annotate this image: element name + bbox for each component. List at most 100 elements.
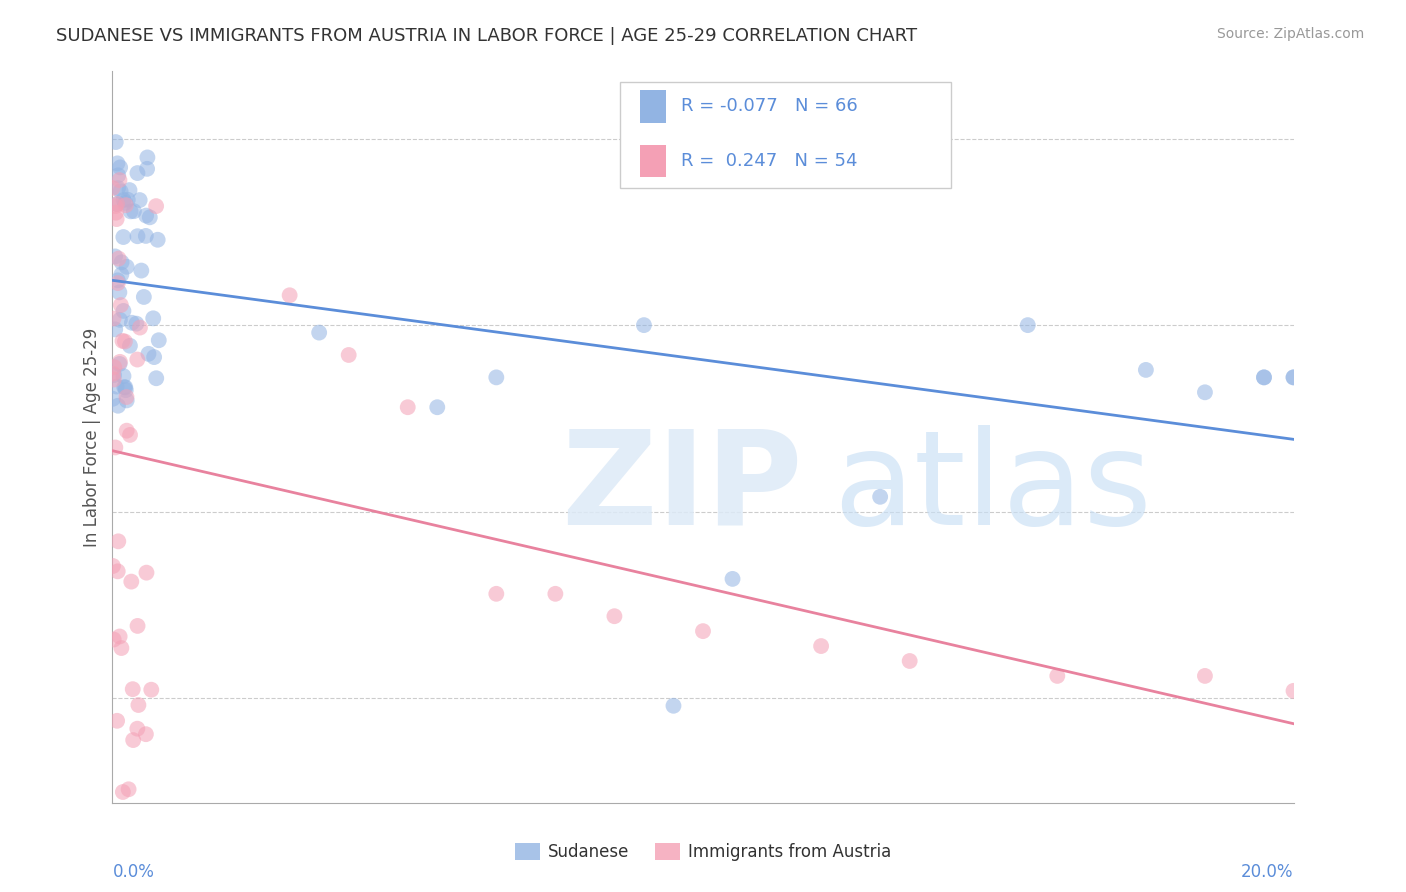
Point xyxy=(105,714,128,728)
Point xyxy=(120,574,142,589)
Point xyxy=(146,233,169,247)
Text: ZIP: ZIP xyxy=(561,425,803,552)
FancyBboxPatch shape xyxy=(640,145,666,178)
Point xyxy=(1253,370,1275,384)
Text: atlas: atlas xyxy=(832,425,1152,552)
Point xyxy=(129,320,152,334)
Point xyxy=(135,727,157,741)
Point xyxy=(633,318,655,332)
Point xyxy=(107,399,129,413)
Point xyxy=(122,204,145,219)
Point xyxy=(125,317,148,331)
Point xyxy=(128,193,150,207)
Y-axis label: In Labor Force | Age 25-29: In Labor Force | Age 25-29 xyxy=(83,327,101,547)
Point xyxy=(141,682,163,697)
Point xyxy=(127,352,149,367)
Point xyxy=(1253,370,1275,384)
Text: 0.0%: 0.0% xyxy=(112,863,155,880)
Point xyxy=(721,572,744,586)
Point xyxy=(127,166,149,180)
Point xyxy=(1282,683,1305,698)
Text: R = -0.077   N = 66: R = -0.077 N = 66 xyxy=(681,97,858,115)
Point xyxy=(101,392,124,406)
Point xyxy=(869,490,891,504)
Point xyxy=(104,199,127,213)
Point xyxy=(135,228,157,243)
Point xyxy=(1282,370,1305,384)
Point xyxy=(115,424,138,438)
Point xyxy=(108,355,131,369)
Point xyxy=(101,181,124,195)
Point xyxy=(1282,370,1305,384)
Point xyxy=(112,369,135,384)
Point xyxy=(101,367,124,381)
Point xyxy=(110,298,132,312)
Point xyxy=(107,156,129,170)
Point xyxy=(142,311,165,326)
Point xyxy=(105,197,128,211)
Point xyxy=(143,350,166,364)
Point xyxy=(118,428,141,442)
Point xyxy=(121,316,143,330)
Point xyxy=(104,322,127,336)
Point xyxy=(104,135,127,149)
Point xyxy=(114,383,136,397)
Point xyxy=(107,276,129,290)
Point xyxy=(103,372,125,386)
Point xyxy=(108,357,131,371)
Point xyxy=(107,252,129,266)
Point xyxy=(127,722,149,736)
Point xyxy=(117,782,139,797)
Point xyxy=(114,334,136,349)
Point xyxy=(145,199,167,213)
Point xyxy=(103,632,125,647)
Point xyxy=(112,230,135,244)
Point xyxy=(145,371,167,385)
Point xyxy=(103,360,125,375)
Point xyxy=(115,260,138,274)
Point xyxy=(112,193,135,207)
Point xyxy=(1046,669,1069,683)
Point xyxy=(1194,669,1216,683)
Point xyxy=(148,333,170,347)
Point xyxy=(120,204,142,219)
Text: Source: ZipAtlas.com: Source: ZipAtlas.com xyxy=(1216,27,1364,41)
Point xyxy=(337,348,360,362)
Text: 20.0%: 20.0% xyxy=(1241,863,1294,880)
Point xyxy=(396,401,419,415)
Point xyxy=(112,304,135,318)
Point xyxy=(104,249,127,263)
Point xyxy=(122,733,145,747)
Text: SUDANESE VS IMMIGRANTS FROM AUSTRIA IN LABOR FORCE | AGE 25-29 CORRELATION CHART: SUDANESE VS IMMIGRANTS FROM AUSTRIA IN L… xyxy=(56,27,917,45)
Point xyxy=(107,564,129,578)
Point xyxy=(662,698,685,713)
Point xyxy=(108,313,131,327)
Point xyxy=(108,173,131,187)
Point xyxy=(105,379,128,393)
Point xyxy=(110,268,132,282)
FancyBboxPatch shape xyxy=(620,82,950,188)
Point xyxy=(898,654,921,668)
Point xyxy=(110,184,132,198)
Point xyxy=(110,640,132,655)
Point xyxy=(107,273,129,287)
Point xyxy=(111,785,134,799)
Point xyxy=(135,209,157,223)
Point xyxy=(104,205,127,219)
FancyBboxPatch shape xyxy=(640,90,666,122)
Point xyxy=(1194,385,1216,400)
Point xyxy=(544,587,567,601)
Point xyxy=(603,609,626,624)
Point xyxy=(105,197,128,211)
Point xyxy=(111,334,134,348)
Point xyxy=(118,183,141,197)
Point xyxy=(107,181,129,195)
Point xyxy=(308,326,330,340)
Point xyxy=(810,639,832,653)
Point xyxy=(131,263,153,277)
Point xyxy=(136,150,159,164)
Point xyxy=(139,211,162,225)
Point xyxy=(108,161,131,175)
Point xyxy=(108,285,131,300)
Point xyxy=(103,368,125,383)
